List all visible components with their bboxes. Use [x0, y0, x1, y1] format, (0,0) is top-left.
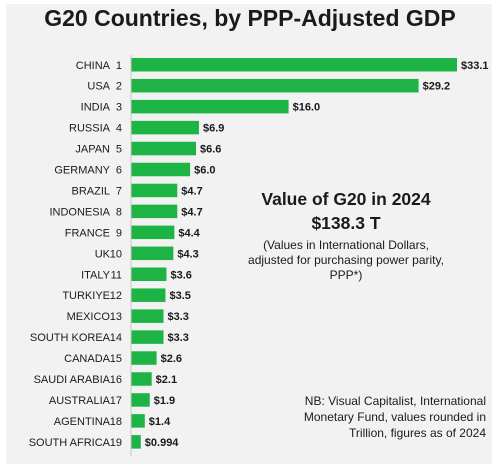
category-label: CHINA — [76, 60, 111, 72]
value-label: $6.6 — [200, 144, 221, 156]
value-label: $2.6 — [161, 353, 182, 365]
rank-label: 10 — [110, 248, 122, 260]
value-label: $33.1 — [461, 60, 489, 72]
category-label: USA — [87, 81, 110, 93]
value-label: $2.1 — [156, 374, 177, 386]
rank-label: 16 — [110, 374, 122, 386]
rank-label: 9 — [116, 227, 122, 239]
bar — [131, 393, 150, 407]
bar — [131, 162, 191, 177]
value-label: $4.7 — [181, 206, 202, 218]
value-label: $4.7 — [181, 185, 202, 197]
category-label: UK — [95, 248, 111, 260]
rank-label: 5 — [116, 144, 122, 156]
category-label: BRAZIL — [71, 185, 110, 197]
rank-label: 14 — [110, 332, 122, 344]
bar — [131, 351, 157, 365]
summary-total: $138.3 T — [311, 213, 381, 233]
bar — [131, 141, 197, 156]
summary-heading: Value of G20 in 2024 — [261, 189, 431, 209]
summary-note: (Values in International Dollars, adjust… — [248, 238, 444, 282]
category-label: INDONESIA — [49, 206, 110, 218]
bar — [131, 183, 178, 198]
bar — [131, 435, 141, 449]
bar — [131, 414, 145, 428]
rank-label: 15 — [110, 353, 122, 365]
value-label: $4.3 — [177, 248, 198, 260]
bar — [131, 99, 289, 114]
rank-label: 8 — [116, 206, 122, 218]
rank-label: 7 — [116, 185, 122, 197]
rank-label: 2 — [116, 81, 122, 93]
bar — [131, 204, 178, 219]
rank-label: 19 — [110, 437, 122, 449]
value-label: $1.9 — [154, 395, 175, 407]
category-label: SOUTH KOREA — [30, 332, 111, 344]
value-label: $1.4 — [149, 416, 171, 428]
bar — [131, 225, 175, 240]
category-label: SOUTH AFRICA — [29, 437, 111, 449]
bar — [131, 372, 152, 386]
category-label: AUSTRALIA — [49, 395, 111, 407]
summary-box: Value of G20 in 2024 $138.3 T (Values in… — [246, 188, 446, 283]
category-label: GERMANY — [54, 165, 110, 177]
category-label: FRANCE — [65, 227, 110, 239]
category-label: RUSSIA — [69, 123, 111, 135]
value-label: $0.994 — [145, 437, 180, 449]
category-label: INDIA — [81, 102, 111, 114]
rank-label: 6 — [116, 165, 122, 177]
bar — [131, 309, 164, 323]
value-label: $3.6 — [170, 269, 191, 281]
category-label: CANADA — [64, 353, 111, 365]
value-label: $29.2 — [423, 81, 451, 93]
category-label: MEXICO — [67, 311, 111, 323]
value-label: $3.3 — [168, 332, 189, 344]
rank-label: 17 — [110, 395, 122, 407]
chart-title: G20 Countries, by PPP-Adjusted GDP — [44, 5, 456, 31]
value-label: $16.0 — [293, 102, 321, 114]
source-note: NB: Visual Capitalist, International Mon… — [303, 394, 486, 440]
rank-label: 13 — [110, 311, 122, 323]
rank-label: 3 — [116, 102, 122, 114]
value-label: $4.4 — [178, 227, 200, 239]
bar — [131, 58, 457, 72]
value-label: $6.9 — [203, 123, 224, 135]
bar — [131, 120, 199, 135]
rank-label: 4 — [116, 123, 122, 135]
category-label: SAUDI ARABIA — [34, 374, 111, 386]
category-label: JAPAN — [75, 144, 110, 156]
bar — [131, 330, 164, 344]
rank-label: 1 — [116, 60, 122, 72]
bar — [131, 78, 419, 93]
value-label: $3.5 — [169, 290, 190, 302]
category-label: AGENTINA — [54, 416, 111, 428]
category-label: TURKIYE — [62, 290, 110, 302]
rank-label: 12 — [110, 290, 122, 302]
rank-label: 18 — [110, 416, 122, 428]
bar — [131, 246, 174, 261]
category-label: ITALY — [81, 269, 111, 281]
rank-label: 11 — [111, 269, 122, 281]
bar — [131, 288, 166, 302]
value-label: $6.0 — [194, 165, 215, 177]
bar — [131, 267, 167, 281]
value-label: $3.3 — [168, 311, 189, 323]
